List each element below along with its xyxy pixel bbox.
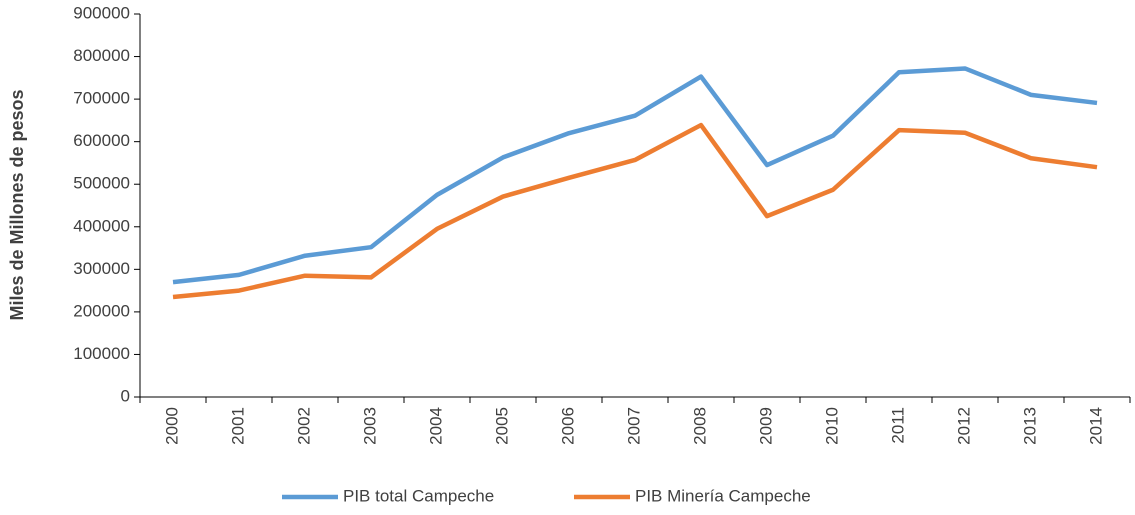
y-tick-label: 900000 (73, 3, 130, 22)
y-tick-label: 700000 (73, 89, 130, 108)
y-tick-label: 100000 (73, 344, 130, 363)
x-tick-label: 2008 (690, 407, 709, 445)
y-tick-label: 500000 (73, 174, 130, 193)
x-tick-label: 2007 (624, 407, 643, 445)
legend-label: PIB total Campeche (343, 486, 494, 505)
x-tick-label: 2002 (294, 407, 313, 445)
x-tick-label: 2005 (492, 407, 511, 445)
x-tick-label: 2014 (1086, 407, 1105, 445)
x-tick-label: 2012 (954, 407, 973, 445)
x-tick-label: 2010 (822, 407, 841, 445)
y-axis-label: Miles de Millones de pesos (7, 89, 27, 320)
y-tick-label: 200000 (73, 301, 130, 320)
x-tick-label: 2001 (228, 407, 247, 445)
series-line (172, 66, 1098, 285)
series-line (172, 122, 1098, 300)
legend-label: PIB Minería Campeche (635, 486, 811, 505)
x-tick-label: 2013 (1020, 407, 1039, 445)
x-tick-label: 2003 (360, 407, 379, 445)
x-tick-label: 2011 (888, 407, 907, 444)
y-tick-label: 800000 (73, 46, 130, 65)
x-tick-label: 2004 (426, 407, 445, 445)
x-tick-label: 2009 (756, 407, 775, 445)
y-tick-label: 300000 (73, 259, 130, 278)
x-tick-label: 2006 (558, 407, 577, 445)
y-tick-label: 600000 (73, 131, 130, 150)
x-tick-label: 2000 (162, 407, 181, 445)
y-tick-label: 400000 (73, 216, 130, 235)
y-tick-label: 0 (121, 386, 130, 405)
